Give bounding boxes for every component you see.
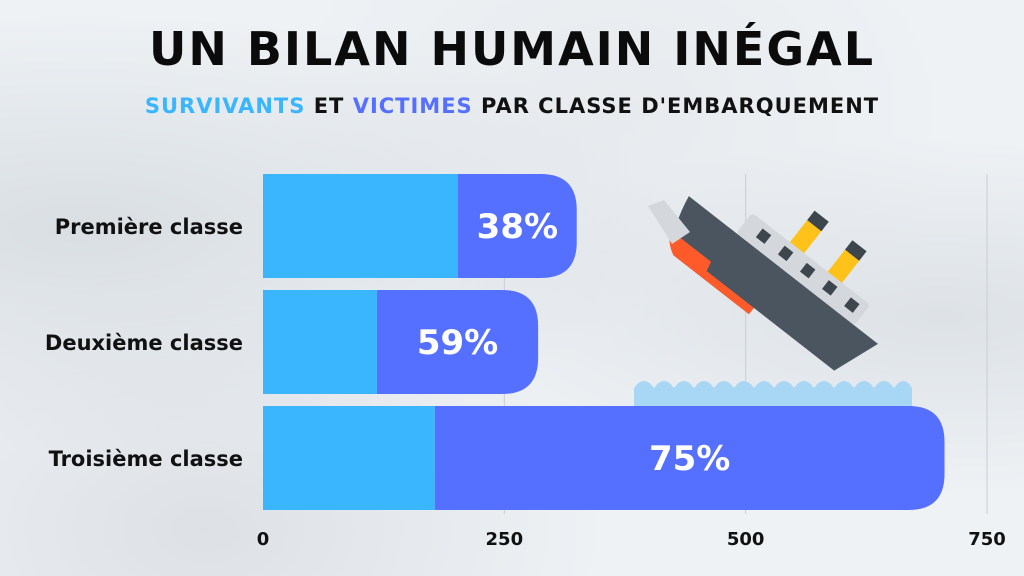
bar-survivors-1 <box>263 290 377 394</box>
bar-data-label-1: 59% <box>417 323 498 363</box>
category-labels: Première classe Deuxième classe Troisième … <box>45 215 243 471</box>
chart-subtitle: SURVIVANTS ET VICTIMES PAR CLASSE D'EMBA… <box>0 94 1024 118</box>
x-tick-label-500: 500 <box>727 529 765 550</box>
bar-victims-2 <box>434 406 945 510</box>
category-label-1: Deuxième classe <box>45 331 243 355</box>
bar-victims-0 <box>457 174 577 278</box>
x-tick-labels: 0 250 500 750 <box>257 529 1006 550</box>
bar-survivors-2 <box>263 406 435 510</box>
category-label-0: Première classe <box>55 215 243 239</box>
sinking-ship-icon <box>634 196 912 408</box>
bar-survivors-0 <box>263 174 458 278</box>
bar-data-label-0: 38% <box>477 207 558 247</box>
subtitle-and: ET <box>305 94 353 118</box>
category-label-2: Troisième classe <box>49 447 243 471</box>
chart-title: UN BILAN HUMAIN INÉGAL <box>148 22 876 76</box>
bar-data-label-2: 75% <box>649 439 730 479</box>
x-tick-label-250: 250 <box>486 529 524 550</box>
bar-victims-1 <box>376 290 539 394</box>
subtitle-survivors: SURVIVANTS <box>144 94 306 118</box>
x-tick-label-0: 0 <box>257 529 270 550</box>
subtitle-victims: VICTIMES <box>352 94 473 118</box>
bars-group: 38% 59% 75% <box>263 174 945 510</box>
subtitle-rest: PAR CLASSE D'EMBARQUEMENT <box>472 94 880 118</box>
x-tick-label-750: 750 <box>968 529 1006 550</box>
